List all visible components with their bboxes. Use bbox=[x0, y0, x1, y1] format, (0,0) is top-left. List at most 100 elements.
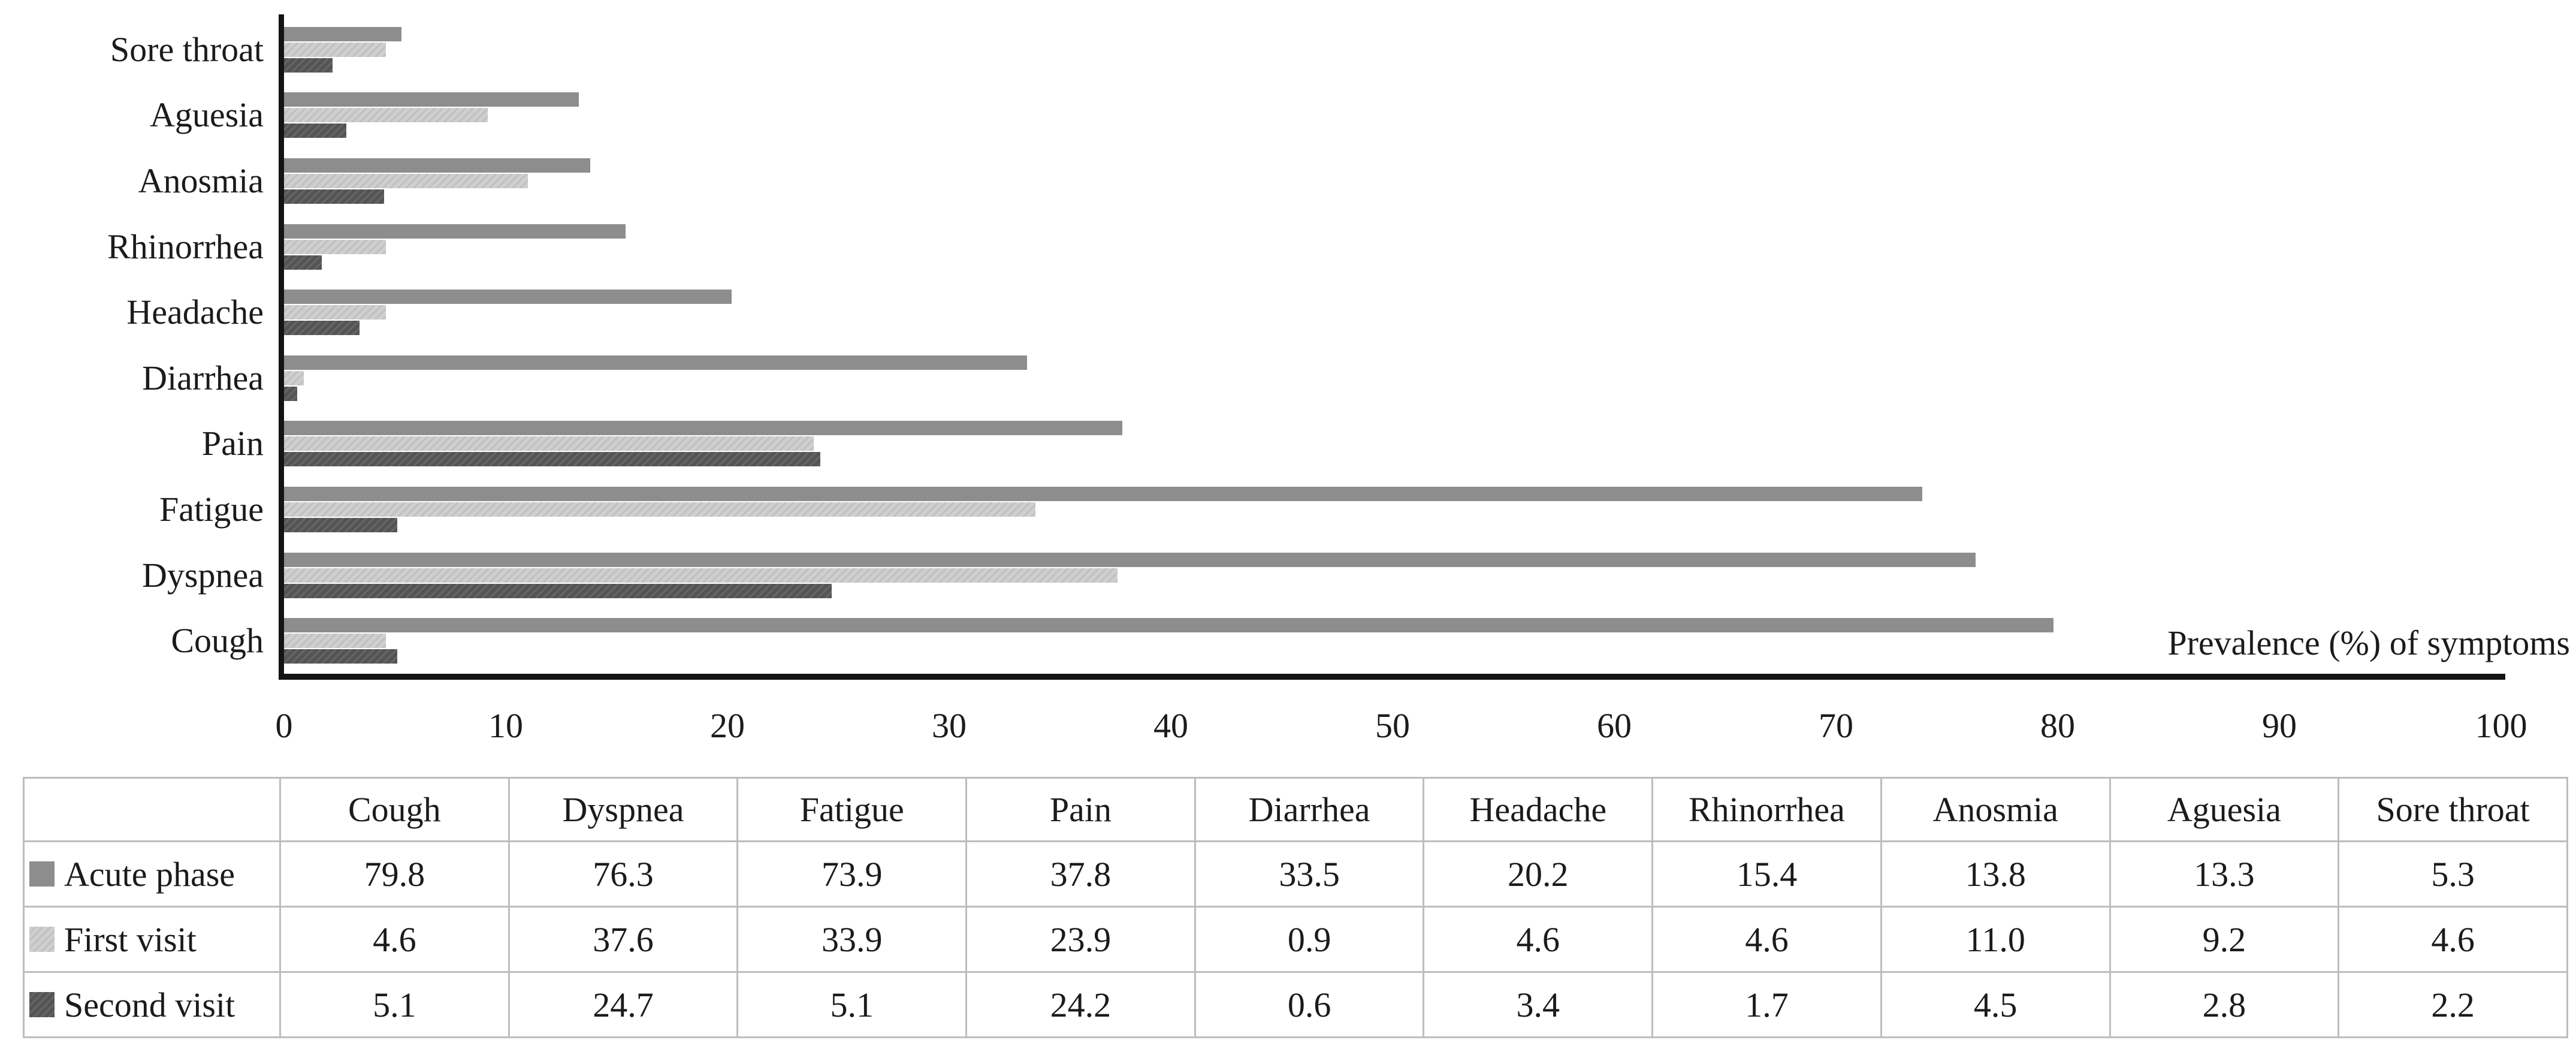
bar-first-visit bbox=[284, 502, 1036, 517]
x-tick-label: 30 bbox=[932, 706, 967, 745]
table-column-header: Diarrhea bbox=[1194, 777, 1425, 842]
bar-group bbox=[284, 290, 2501, 336]
bar-acute-phase bbox=[284, 486, 1923, 501]
category-label: Fatigue bbox=[159, 489, 264, 529]
bar-group-area bbox=[284, 279, 2501, 345]
x-tick-label: 80 bbox=[2040, 706, 2075, 745]
bar-acute-phase bbox=[284, 552, 1976, 567]
bar-second-visit bbox=[284, 452, 821, 467]
table-cell: 13.8 bbox=[1880, 840, 2111, 908]
table-row: Acute phase 79.8 76.3 73.9 37.8 33.5 20.2 15.4 1… bbox=[23, 840, 2568, 908]
bar-group-area bbox=[284, 214, 2501, 280]
table-row-header: Acute phase bbox=[23, 840, 281, 908]
category-label: Diarrhea bbox=[142, 358, 264, 397]
bar-second-visit bbox=[284, 649, 397, 664]
bar-first-visit bbox=[284, 305, 386, 320]
table-cell: 0.6 bbox=[1194, 971, 1425, 1038]
x-tick-label: 10 bbox=[488, 706, 523, 745]
chart-row: Fatigue bbox=[0, 477, 2501, 542]
bar-second-visit bbox=[284, 321, 360, 336]
bar-group-area bbox=[284, 477, 2501, 542]
bar-chart: Sore throat Aguesia Anosmia Rhinorrhea Heada… bbox=[0, 14, 2570, 750]
table-column-header: Headache bbox=[1423, 777, 1654, 842]
bar-acute-phase bbox=[284, 355, 1027, 370]
table-cell: 37.6 bbox=[508, 906, 739, 973]
bar-second-visit bbox=[284, 583, 832, 598]
table-column-header: Anosmia bbox=[1880, 777, 2111, 842]
chart-row: Dyspnea bbox=[0, 542, 2501, 608]
bar-group bbox=[284, 158, 2501, 204]
legend-swatch bbox=[29, 861, 55, 887]
table-cell: 20.2 bbox=[1423, 840, 1654, 908]
table-header-row: Cough Dyspnea Fatigue Pain Diarrhea Headache R… bbox=[23, 777, 2568, 842]
bar-first-visit bbox=[284, 436, 814, 451]
x-tick-label: 100 bbox=[2475, 706, 2527, 745]
chart-row: Sore throat bbox=[0, 17, 2501, 83]
bar-group-area bbox=[284, 345, 2501, 411]
bar-second-visit bbox=[284, 386, 298, 401]
table-cell: 4.6 bbox=[2338, 906, 2568, 973]
x-axis-line bbox=[279, 674, 2505, 680]
table-cell: 5.1 bbox=[736, 971, 968, 1038]
bar-group bbox=[284, 355, 2501, 401]
bar-group-area bbox=[284, 542, 2501, 608]
category-label: Pain bbox=[201, 424, 264, 463]
table-body: Acute phase 79.8 76.3 73.9 37.8 33.5 20.2 15.4 1… bbox=[23, 840, 2568, 1038]
category-label: Cough bbox=[171, 621, 264, 661]
bar-acute-phase bbox=[284, 224, 626, 239]
category-label: Headache bbox=[126, 293, 264, 332]
table-cell: 13.3 bbox=[2109, 840, 2340, 908]
table-cell: 33.9 bbox=[736, 906, 968, 973]
table-cell: 5.1 bbox=[279, 971, 510, 1038]
bar-group bbox=[284, 92, 2501, 138]
bar-second-visit bbox=[284, 189, 384, 204]
category-label: Anosmia bbox=[138, 161, 264, 200]
x-axis-ticks: 0 10 20 30 40 50 60 70 80 90 100 bbox=[276, 706, 2527, 750]
table-row-header: Second visit bbox=[23, 971, 281, 1038]
table-cell: 24.7 bbox=[508, 971, 739, 1038]
bar-group-area bbox=[284, 148, 2501, 214]
chart-row: Diarrhea bbox=[0, 345, 2501, 411]
chart-rows: Sore throat Aguesia Anosmia Rhinorrhea Heada… bbox=[0, 17, 2501, 674]
bar-group bbox=[284, 618, 2501, 664]
table-cell: 15.4 bbox=[1651, 840, 1882, 908]
bar-second-visit bbox=[284, 123, 346, 138]
bar-group-area bbox=[284, 608, 2501, 674]
x-tick-label: 70 bbox=[1819, 706, 1853, 745]
table-header: Cough Dyspnea Fatigue Pain Diarrhea Headache R… bbox=[23, 777, 2568, 842]
bar-first-visit bbox=[284, 239, 386, 254]
chart-row: Cough bbox=[0, 608, 2501, 674]
chart-row: Pain bbox=[0, 411, 2501, 477]
bar-group bbox=[284, 552, 2501, 598]
table-cell: 33.5 bbox=[1194, 840, 1425, 908]
table-cell: 2.8 bbox=[2109, 971, 2340, 1038]
x-tick-label: 40 bbox=[1153, 706, 1188, 745]
series-label: Second visit bbox=[64, 985, 235, 1024]
category-label: Dyspnea bbox=[142, 555, 264, 595]
bar-first-visit bbox=[284, 108, 488, 123]
bar-acute-phase bbox=[284, 26, 402, 41]
table-row-header-inner: Second visit bbox=[29, 985, 274, 1025]
y-axis-line bbox=[279, 14, 284, 680]
bar-first-visit bbox=[284, 173, 528, 188]
table-cell: 3.4 bbox=[1423, 971, 1654, 1038]
chart-row: Headache bbox=[0, 279, 2501, 345]
table-cell: 73.9 bbox=[736, 840, 968, 908]
table-column-header: Rhinorrhea bbox=[1651, 777, 1882, 842]
table-cell: 0.9 bbox=[1194, 906, 1425, 973]
chart-row: Rhinorrhea bbox=[0, 214, 2501, 280]
bar-group-area bbox=[284, 83, 2501, 149]
table-cell: 24.2 bbox=[965, 971, 1196, 1038]
table-cell: 2.2 bbox=[2338, 971, 2568, 1038]
x-tick-label: 0 bbox=[275, 706, 293, 745]
bar-group bbox=[284, 224, 2501, 270]
table-column-header: Cough bbox=[279, 777, 510, 842]
table-cell: 37.8 bbox=[965, 840, 1196, 908]
table-cell: 23.9 bbox=[965, 906, 1196, 973]
table-cell: 4.6 bbox=[279, 906, 510, 973]
table-row-header-inner: First visit bbox=[29, 920, 274, 960]
bar-acute-phase bbox=[284, 92, 579, 107]
table-row-header-inner: Acute phase bbox=[29, 854, 274, 894]
table-cell: 76.3 bbox=[508, 840, 739, 908]
table-cell: 9.2 bbox=[2109, 906, 2340, 973]
